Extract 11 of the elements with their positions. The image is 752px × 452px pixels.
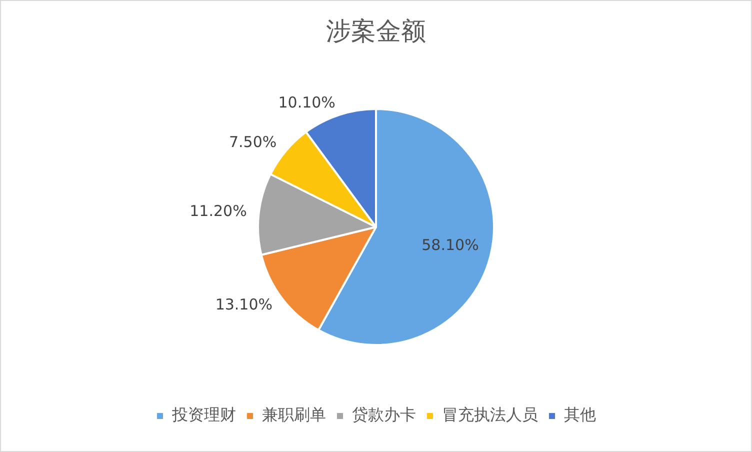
legend-label: 兼职刷单 <box>262 405 326 424</box>
data-label: 11.20% <box>190 202 247 220</box>
chart-title: 涉案金额 <box>326 16 426 46</box>
data-label: 13.10% <box>215 296 273 314</box>
legend-label: 其他 <box>564 405 596 424</box>
legend-label: 冒充执法人员 <box>442 405 538 424</box>
data-label: 58.10% <box>422 236 479 254</box>
legend-label: 投资理财 <box>171 405 236 424</box>
data-label: 10.10% <box>278 93 336 112</box>
legend-label: 贷款办卡 <box>352 405 416 424</box>
data-label: 7.50% <box>228 133 277 152</box>
